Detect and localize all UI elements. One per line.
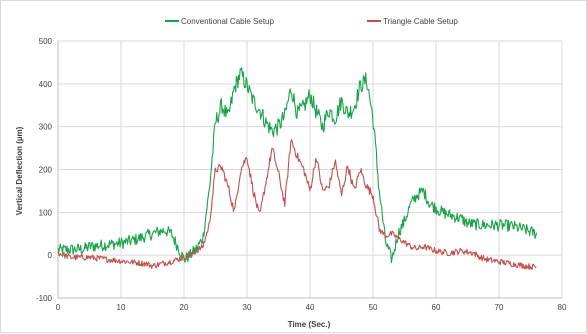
series-line-conventional	[57, 67, 538, 264]
y-tick-label: 300	[39, 123, 53, 132]
y-tick-label: 0	[48, 251, 53, 260]
y-tick-label: -100	[36, 294, 53, 303]
legend-entry: Conventional Cable Setup	[181, 17, 275, 26]
legend: Conventional Cable Setup Triangle Cable S…	[165, 17, 458, 26]
x-axis-label: Time (Sec.)	[288, 320, 331, 329]
x-tick-label: 50	[369, 303, 378, 312]
y-tick-label: 100	[39, 208, 53, 217]
x-tick-label: 40	[306, 303, 315, 312]
x-tick-label: 60	[432, 303, 441, 312]
x-tick-label: 10	[117, 303, 126, 312]
x-tick-label: 0	[56, 303, 61, 312]
y-tick-label: 500	[39, 37, 53, 46]
y-axis-label: Vertical Deflection (µm)	[15, 126, 24, 215]
legend-entry: Triangle Cable Setup	[383, 17, 458, 26]
y-tick-label: 400	[39, 80, 53, 89]
x-tick-label: 70	[495, 303, 504, 312]
x-tick-label: 30	[243, 303, 252, 312]
series-line-triangle	[57, 139, 537, 271]
x-tick-label: 20	[180, 303, 189, 312]
y-tick-label: 200	[39, 166, 53, 175]
x-tick-label: 80	[558, 303, 567, 312]
series-layer	[57, 67, 538, 271]
